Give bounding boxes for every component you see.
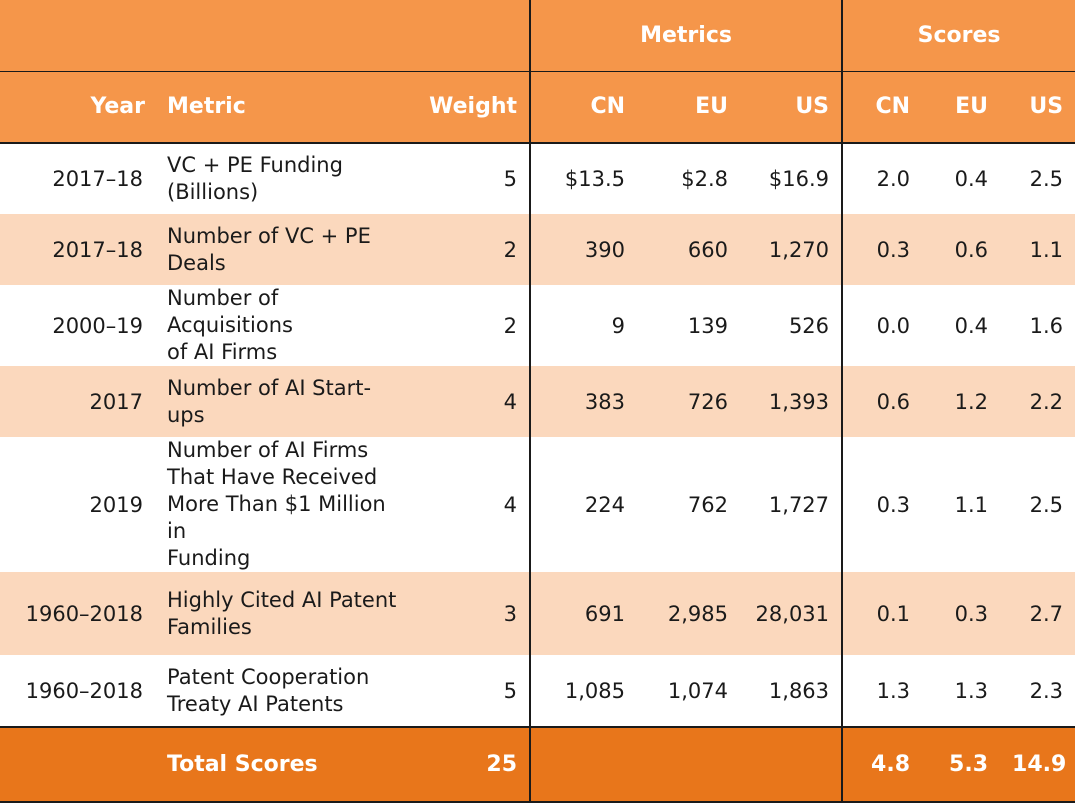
scores-eu-cell: 0.3	[954, 601, 989, 626]
metrics-eu-cell: 2,985	[667, 601, 729, 626]
table-row: 1960–2018 Patent Cooperation Treaty AI Pa…	[0, 655, 1076, 727]
scores-eu-cell: 1.3	[954, 678, 989, 703]
metric-column-header: Metric	[157, 70, 417, 144]
year-column-header: Year	[0, 70, 157, 144]
total-weight-cell: 25	[417, 726, 531, 803]
metrics-us-cell: 1,863	[768, 678, 830, 703]
weight-cell: 3	[503, 601, 518, 626]
metrics-cn-cell: $13.5	[529, 143, 638, 214]
year-cell: 2000–19	[52, 313, 143, 338]
year-cell: 2019	[89, 492, 143, 517]
metrics-eu-cell: 726	[687, 389, 729, 414]
scores-cn-cell: 0.6	[841, 366, 923, 437]
scores-us-cell: 2.3	[1029, 678, 1064, 703]
metrics-group-header: Metrics	[529, 0, 843, 71]
scores-us-cell: 2.5	[1029, 492, 1064, 517]
scores-us-cell: 2.7	[1029, 601, 1064, 626]
scores-group-header: Scores	[841, 0, 1076, 71]
scores-eu-cell: 1.1	[954, 492, 989, 517]
scores-eu-cell: 0.4	[954, 313, 989, 338]
scores-us-column-header: US	[1000, 70, 1076, 144]
metrics-eu-cell: 762	[687, 492, 729, 517]
weight-cell: 2	[503, 313, 518, 338]
scores-eu-cell: 1.2	[954, 389, 989, 414]
metrics-eu-column-header: EU	[637, 70, 741, 144]
metrics-cn-cell: 390	[529, 214, 638, 285]
metric-cell: Highly Cited AI Patent Families	[167, 587, 397, 639]
metrics-us-cell: 1,270	[768, 237, 830, 262]
table-row: 2000–19 Number of Acquisitions of AI Firm…	[0, 285, 1076, 366]
metrics-cn-cell: 1,085	[529, 655, 638, 727]
scores-cn-cell: 1.3	[841, 655, 923, 727]
scores-eu-cell: 0.6	[954, 237, 989, 262]
table-row: 2017 Number of AI Start-ups 4 383 726 1,…	[0, 366, 1076, 437]
scores-cn-cell: 0.3	[841, 437, 923, 572]
metric-cell: Number of AI Firms That Have Received More…	[167, 438, 386, 570]
metric-cell: Number of Acquisitions of AI Firms	[167, 286, 293, 364]
year-cell: 2017–18	[52, 167, 143, 191]
scores-us-cell: 1.6	[1029, 313, 1064, 338]
total-metrics-blank-cell	[529, 726, 843, 803]
scores-us-cell: 2.2	[1029, 389, 1064, 414]
scores-cn-cell: 0.3	[841, 214, 923, 285]
metrics-us-cell: 1,727	[768, 492, 830, 517]
scores-cn-cell: 2.0	[841, 143, 923, 214]
scores-cn-cell: 0.0	[841, 285, 923, 366]
metric-cell: VC + PE Funding (Billions)	[167, 153, 343, 204]
total-scores-label: Total Scores	[157, 726, 417, 803]
metric-cell: Number of AI Start-ups	[167, 375, 372, 427]
group-header-blank	[0, 0, 530, 71]
scores-cn-column-header: CN	[841, 70, 923, 144]
column-header-row: Year Metric Weight CN EU US CN EU US	[0, 70, 1076, 144]
total-scores-us-cell: 14.9	[1000, 726, 1076, 803]
metric-cell: Number of VC + PE Deals	[167, 223, 371, 275]
metrics-eu-cell: 1,074	[667, 678, 729, 703]
metrics-cn-cell: 224	[529, 437, 638, 572]
metrics-cn-cell: 383	[529, 366, 638, 437]
metrics-us-cell: 28,031	[755, 601, 830, 626]
table-row: 2017–18 VC + PE Funding (Billions) 5 $13.…	[0, 143, 1076, 214]
weight-cell: 5	[503, 678, 518, 703]
total-blank-cell	[0, 726, 157, 803]
group-header-row: Metrics Scores	[0, 0, 1076, 71]
metrics-cn-cell: 691	[529, 572, 638, 655]
table-row: 2017–18 Number of VC + PE Deals 2 390 660…	[0, 214, 1076, 285]
table-row: 1960–2018 Highly Cited AI Patent Families…	[0, 572, 1076, 655]
metrics-eu-cell: $2.8	[681, 167, 729, 191]
year-cell: 1960–2018	[25, 678, 143, 703]
metrics-us-cell: 526	[788, 313, 830, 338]
year-cell: 2017–18	[52, 237, 143, 262]
weight-cell: 2	[503, 237, 518, 262]
total-scores-eu-cell: 5.3	[922, 726, 1001, 803]
scores-cn-cell: 0.1	[841, 572, 923, 655]
scores-eu-cell: 0.4	[954, 167, 989, 191]
metrics-us-cell: 1,393	[768, 389, 830, 414]
scores-us-cell: 1.1	[1029, 237, 1064, 262]
metrics-us-cell: $16.9	[768, 167, 830, 191]
scores-eu-column-header: EU	[922, 70, 1001, 144]
metrics-cn-column-header: CN	[529, 70, 638, 144]
weight-cell: 4	[503, 389, 518, 414]
total-scores-cn-cell: 4.8	[841, 726, 923, 803]
scores-us-cell: 2.5	[1029, 167, 1064, 191]
table-row: 2019 Number of AI Firms That Have Receive…	[0, 437, 1076, 572]
year-cell: 2017	[89, 389, 143, 414]
total-scores-row: Total Scores 25 4.8 5.3 14.9	[0, 726, 1076, 803]
weight-cell: 4	[503, 492, 518, 517]
weight-column-header: Weight	[417, 70, 531, 144]
year-cell: 1960–2018	[25, 601, 143, 626]
weight-cell: 5	[503, 167, 518, 191]
metrics-cn-cell: 9	[529, 285, 638, 366]
metrics-eu-cell: 660	[687, 237, 729, 262]
metric-cell: Patent Cooperation Treaty AI Patents	[167, 664, 370, 716]
metrics-us-column-header: US	[740, 70, 843, 144]
metrics-eu-cell: 139	[687, 313, 729, 338]
